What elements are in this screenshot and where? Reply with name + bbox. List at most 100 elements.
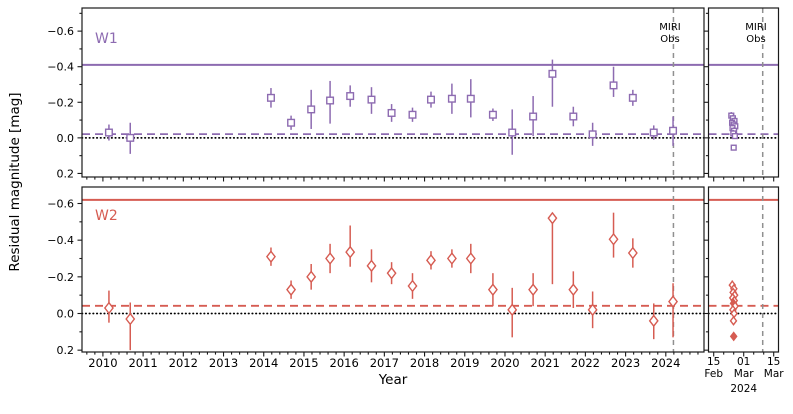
data-point-marker [125, 312, 136, 326]
y-tick-label: 0.2 [57, 167, 75, 180]
data-point-marker [286, 283, 297, 297]
miri-obs-line1: MIRI [745, 22, 767, 33]
y-tick-label: −0.6 [47, 25, 74, 38]
data-point-marker [126, 133, 135, 142]
w2-data-points [728, 280, 739, 342]
panel-w2-main: −0.6 −0.4 −0.2 0.0 0.2 2010 2011 2012 2013 2014 20… [47, 186, 705, 370]
panel-data-w2-main [82, 187, 704, 352]
x-tick-label: 2023 [611, 356, 640, 370]
w1-data-points [728, 112, 739, 151]
data-point-marker [547, 211, 558, 225]
x-tick-label: 2022 [571, 356, 600, 370]
data-point-marker [648, 314, 659, 328]
data-point-marker [466, 94, 475, 103]
data-point-marker [649, 128, 658, 137]
panel-frame [81, 186, 705, 353]
w2-data-points [103, 211, 679, 351]
data-point-marker [729, 331, 738, 342]
y-tick-labels: −0.6 −0.4 −0.2 0.0 0.2 [47, 25, 74, 180]
y-tick-label: 0.0 [57, 308, 75, 321]
panel-w1-zoom [704, 7, 780, 182]
data-point-marker [729, 315, 738, 326]
data-point-marker [608, 232, 619, 246]
y-tick-label: −0.4 [47, 234, 74, 247]
data-point-marker [306, 270, 317, 284]
data-point-marker [627, 246, 638, 260]
axis-ticks [704, 12, 775, 182]
x-tick-labels: 2010 2011 2012 2013 2014 2015 2016 2017 2018 2019… [88, 356, 680, 370]
x-tick-label: 2019 [450, 356, 479, 370]
data-point-marker [104, 128, 113, 137]
data-point-marker [345, 245, 356, 259]
x-tick-label: 2014 [249, 356, 278, 370]
data-point-marker [265, 250, 276, 264]
data-point-marker [426, 95, 435, 104]
data-point-marker [326, 96, 335, 105]
w1-panel-label: W1 [95, 31, 118, 47]
data-point-marker [568, 283, 579, 297]
x-tick-label: 2020 [490, 356, 519, 370]
data-point-marker [366, 259, 377, 273]
y-tick-label: 0.2 [57, 344, 75, 357]
data-point-marker [587, 303, 598, 317]
data-point-marker [307, 105, 316, 114]
x-tick-label: 2015 [289, 356, 318, 370]
axis-ticks [77, 12, 699, 182]
panel-data-w1-zoom [708, 8, 779, 177]
data-point-marker [346, 92, 355, 101]
y-tick-label: −0.4 [47, 61, 74, 74]
zoom-x-tick-label-day: 01 [737, 356, 750, 368]
y-tick-labels: −0.6 −0.4 −0.2 0.0 0.2 [47, 198, 74, 358]
x-tick-label: 2010 [88, 356, 117, 370]
miri-obs-annotation-zoom: MIRI Obs [728, 22, 784, 46]
miri-obs-line1: MIRI [659, 22, 681, 33]
x-tick-label: 2011 [128, 356, 157, 370]
data-point-marker [287, 118, 296, 127]
panel-data-w2-zoom [708, 187, 779, 352]
x-tick-label: 2013 [209, 356, 238, 370]
data-point-marker [609, 81, 618, 90]
panel-frame [707, 186, 780, 353]
data-point-marker [731, 132, 739, 140]
data-point-marker [266, 93, 275, 102]
data-point-marker [487, 283, 498, 297]
data-point-marker [325, 252, 336, 265]
data-point-marker [669, 126, 678, 135]
miri-obs-line2: Obs [660, 34, 680, 45]
x-tick-label: 2012 [169, 356, 198, 370]
data-point-marker [446, 252, 457, 265]
data-point-marker [386, 266, 397, 280]
data-point-marker [507, 303, 518, 317]
miri-obs-annotation-main: MIRI Obs [642, 22, 698, 46]
data-point-marker [426, 253, 436, 267]
zoom-x-tick-label-month: Mar [764, 368, 784, 380]
y-tick-label: −0.2 [47, 96, 74, 109]
data-point-marker [668, 295, 679, 309]
data-point-marker [387, 108, 396, 117]
data-point-marker [528, 283, 539, 297]
y-tick-label: −0.6 [47, 198, 74, 211]
axis-ticks [77, 202, 699, 357]
x-tick-label: 2017 [370, 356, 399, 370]
data-point-marker [465, 252, 476, 265]
data-point-marker [367, 95, 376, 104]
y-tick-label: −0.2 [47, 271, 74, 284]
w1-data-points [104, 59, 678, 155]
data-point-marker [508, 128, 517, 137]
w2-panel-label: W2 [95, 208, 118, 224]
zoom-x-year-label: 2024 [730, 383, 757, 395]
zoom-x-tick-label-month: Feb [704, 368, 723, 380]
data-point-marker [730, 144, 737, 151]
data-point-marker [588, 130, 597, 139]
y-axis-label: Residual magnitude [mag] [7, 92, 23, 272]
zoom-x-tick-label-month: Mar [734, 368, 754, 380]
data-point-marker [569, 112, 578, 121]
data-point-marker [488, 110, 497, 119]
data-point-marker [548, 69, 557, 78]
panel-frame [81, 7, 705, 178]
data-point-marker [628, 93, 637, 102]
